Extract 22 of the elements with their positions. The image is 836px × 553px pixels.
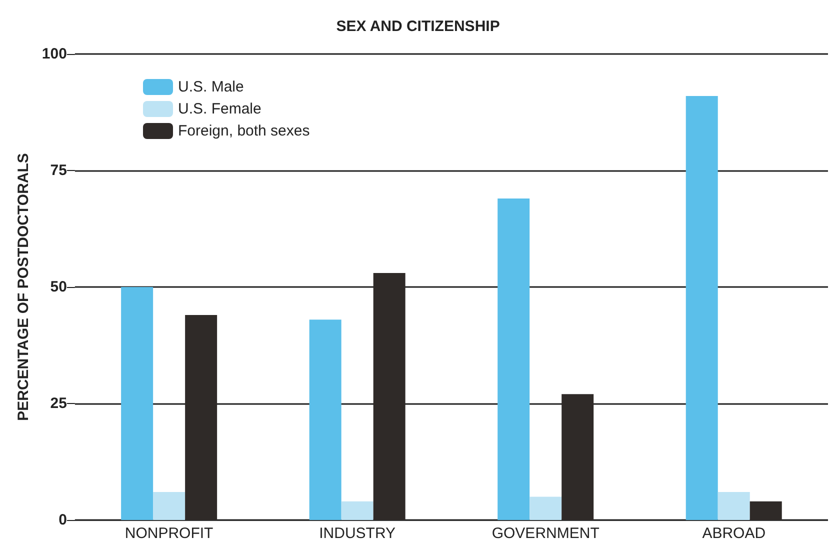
legend-label: U.S. Male [178, 78, 244, 96]
y-tick-label: 0 [58, 512, 67, 528]
bar [718, 492, 750, 520]
y-tick-label: 25 [50, 395, 67, 412]
bar [498, 198, 530, 520]
legend-label: Foreign, both sexes [178, 122, 310, 140]
y-axis-title: PERCENTAGE OF POSTDOCTORALS [15, 153, 32, 421]
bar [121, 287, 154, 520]
bar [153, 492, 186, 520]
y-tick-label: 100 [42, 46, 67, 62]
legend-label: U.S. Female [178, 100, 262, 118]
x-tick-label: NONPROFIT [124, 525, 214, 542]
chart-title: SEX AND CITIZENSHIP [336, 18, 500, 35]
x-tick-label: ABROAD [702, 525, 766, 542]
bar [341, 501, 374, 520]
bar [530, 496, 562, 520]
x-tick-label: GOVERNMENT [492, 525, 600, 542]
x-tick-label: INDUSTRY [319, 525, 396, 542]
bar [309, 320, 342, 520]
y-tick-label: 75 [50, 162, 67, 179]
y-tick-label: 50 [50, 278, 67, 296]
bar [686, 96, 718, 520]
